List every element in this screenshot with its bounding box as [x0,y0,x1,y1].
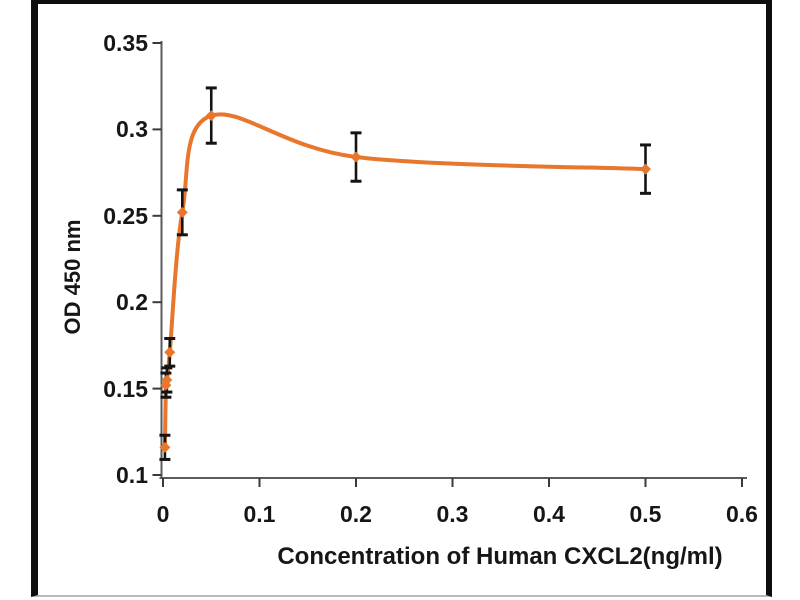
x-tick-label: 0.5 [629,501,662,527]
y-tick-label: 0.35 [103,30,148,56]
x-axis-title: Concentration of Human CXCL2(ng/ml) [277,543,723,570]
y-tick-label: 0.3 [116,116,148,143]
axes [152,41,747,487]
y-tick-label: 0.25 [103,202,148,229]
error-bars [159,86,651,461]
y-tick-label: 0.1 [116,462,148,488]
x-tick-label: 0.2 [340,501,372,527]
x-tick-label: 0.1 [243,501,276,527]
x-tick-label: 0.3 [436,501,469,527]
x-tick-label: 0.4 [533,501,565,527]
y-axis-title: OD 450 nm [60,219,85,335]
chart-frame [31,0,772,597]
x-tick-label: 0 [156,501,170,527]
y-tick-label: 0.2 [116,289,148,316]
series-curve [162,112,648,450]
data-point-markers [159,110,651,453]
y-tick-label: 0.15 [103,375,148,402]
x-tick-label: 0.6 [726,501,758,527]
